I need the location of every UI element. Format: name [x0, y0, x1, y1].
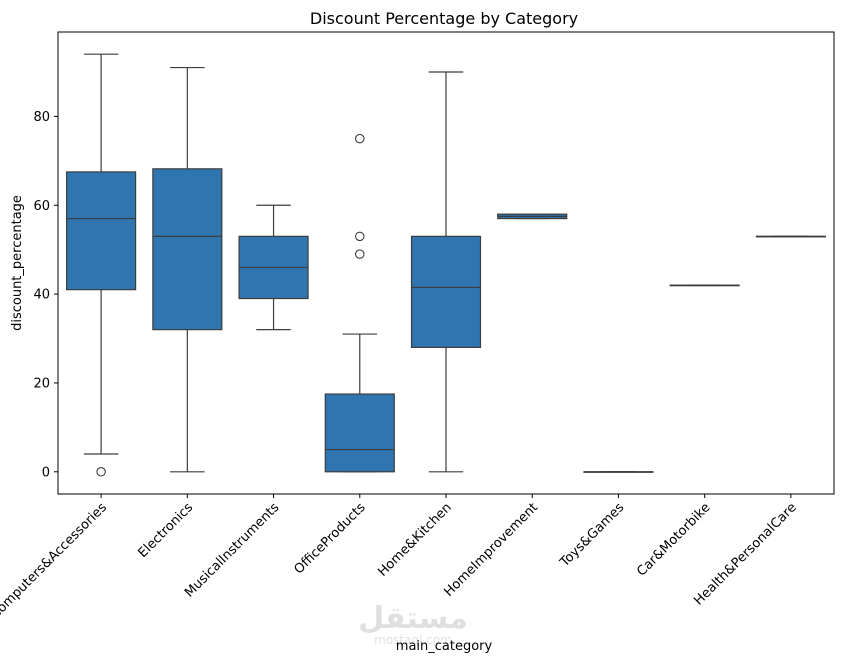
watermark-logo: مستقل [358, 601, 468, 636]
box-group [66, 53, 137, 477]
y-tick-label: 40 [33, 288, 50, 303]
box-group [152, 66, 223, 473]
y-axis-label: discount_percentage [10, 195, 25, 331]
x-axis-label: main_category [396, 639, 493, 654]
x-tick-label: Home&Kitchen [375, 500, 454, 579]
y-tick-label: 0 [42, 465, 50, 480]
x-tick-label: Toys&Games [557, 500, 628, 571]
box [152, 168, 223, 331]
box-group [583, 471, 654, 473]
watermark: مستقل mostaql.com [358, 601, 468, 647]
outlier-point [355, 249, 365, 259]
x-tick-label: Electronics [135, 500, 196, 561]
x-tick-label: Car&Motorbike [634, 500, 713, 579]
x-tick-label: MusicalInstruments [182, 500, 282, 600]
plot-area [66, 53, 826, 477]
x-tick-label: HomeImprovement [441, 500, 541, 600]
box-group [410, 71, 482, 473]
chart-title: Discount Percentage by Category [310, 9, 578, 28]
box [324, 393, 395, 473]
outlier-point [355, 133, 365, 144]
x-tick-label: Computers&Accessories [0, 500, 110, 622]
outlier-point [355, 231, 365, 242]
outlier-point [96, 467, 106, 477]
box-group [238, 204, 309, 331]
y-axis: 0 20 40 60 80 [33, 110, 58, 480]
box-group [755, 235, 826, 238]
x-tick-label: OfficeProducts [291, 500, 368, 577]
y-tick-label: 20 [33, 376, 50, 391]
watermark-subtext: mostaql.com [374, 633, 452, 647]
box [410, 235, 482, 349]
y-tick-label: 60 [33, 199, 50, 214]
box-group [497, 213, 568, 220]
box-group [669, 284, 740, 287]
box-group [324, 133, 395, 473]
y-tick-label: 80 [33, 110, 50, 125]
box [66, 171, 137, 291]
